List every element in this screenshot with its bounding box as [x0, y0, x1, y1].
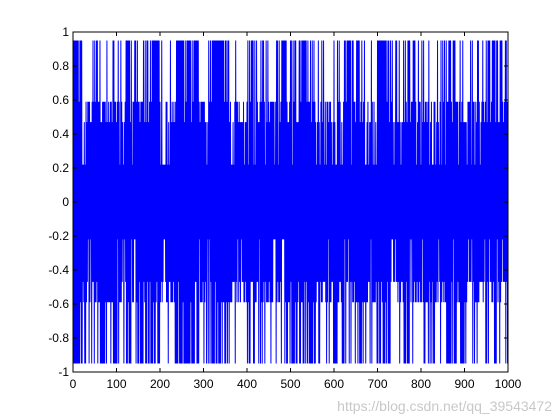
- series-line: [73, 40, 508, 364]
- y-tick-label: -0.2: [48, 229, 69, 243]
- y-tick-label: 0.8: [52, 59, 69, 73]
- x-tick-label: 700: [367, 377, 387, 391]
- watermark-text: https://blog.csdn.net/qq_39543472: [337, 398, 552, 414]
- x-tick-label: 200: [150, 377, 170, 391]
- y-tick-label: 0: [62, 195, 69, 209]
- y-tick-label: 1: [62, 25, 69, 39]
- y-tick-label: 0.2: [52, 161, 69, 175]
- x-tick-label: 500: [280, 377, 300, 391]
- x-tick-label: 0: [70, 377, 77, 391]
- y-tick-label: -0.4: [48, 263, 69, 277]
- y-tick-label: -0.8: [48, 331, 69, 345]
- y-tick-label: -0.6: [48, 297, 69, 311]
- x-tick-label: 800: [411, 377, 431, 391]
- x-tick-label: 1000: [495, 377, 522, 391]
- x-tick-label: 900: [454, 377, 474, 391]
- y-tick-label: 0.4: [52, 127, 69, 141]
- y-tick-label: -1: [58, 365, 69, 379]
- x-tick-label: 400: [237, 377, 257, 391]
- series-layer: [73, 40, 508, 364]
- y-tick-label: 0.6: [52, 93, 69, 107]
- x-tick-label: 600: [324, 377, 344, 391]
- x-tick-label: 300: [193, 377, 213, 391]
- x-tick-label: 100: [106, 377, 126, 391]
